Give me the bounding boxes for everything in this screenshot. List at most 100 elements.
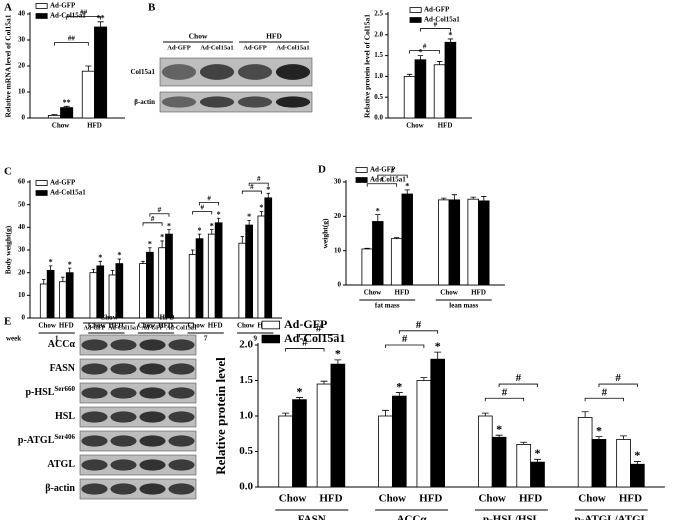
significance: * [198, 226, 202, 235]
bar [46, 269, 55, 319]
x-tick-label: HFD [619, 493, 642, 505]
error-bar [393, 237, 400, 239]
bar [316, 383, 332, 488]
bar [96, 265, 105, 319]
blot-row-text: ACCα [48, 339, 76, 350]
error-bar [633, 461, 641, 465]
y-axis-label: Relative mRNA level of Col15a1 [4, 14, 13, 117]
error-bar [470, 196, 476, 200]
group-label: ACCα [397, 514, 428, 520]
bar [391, 395, 407, 488]
blot-band [168, 411, 195, 423]
error-bar [67, 267, 72, 273]
y-tick-label: 0.0 [374, 114, 383, 122]
group-label: FASN [298, 514, 326, 520]
bracket-label: # [158, 206, 162, 214]
legend-label: Ad-Col15a1 [284, 331, 345, 345]
blot-band [139, 363, 166, 375]
y-axis-label: weight(g) [321, 218, 330, 248]
significance: * [266, 185, 270, 194]
error-bar [85, 65, 92, 72]
error-bar [91, 268, 96, 273]
blot-lane: Ad-GFP [142, 325, 164, 331]
bar [330, 363, 346, 488]
blot-band [139, 459, 166, 471]
x-tick-label: HFD [438, 122, 453, 130]
legend-label: Ad-GFP [284, 317, 327, 331]
legend-label: Ad-Col15a1 [50, 189, 86, 197]
bar [195, 238, 204, 319]
error-bar [481, 412, 489, 416]
bar [448, 199, 461, 286]
blot-lane: Ad-GFP [167, 44, 191, 51]
blot-band [139, 387, 166, 399]
panel-label: B [148, 2, 156, 14]
bar [238, 242, 247, 319]
legend-label: Ad-GFP [50, 179, 76, 187]
bracket-label: # [615, 372, 621, 384]
bracket-label: ## [80, 9, 88, 17]
y-tick-label: 1.0 [374, 72, 383, 80]
x-tick-label: HFD [419, 493, 442, 505]
bracket [192, 211, 213, 215]
blot-row-label: β-actin [45, 483, 75, 494]
bracket-label: # [416, 319, 422, 331]
blot-row-text: HSL [55, 411, 75, 422]
blot-band [81, 459, 108, 471]
error-bar [216, 217, 221, 223]
y-tick-label: 10 [18, 291, 26, 299]
significance: * [596, 423, 602, 437]
blot-band [81, 387, 108, 399]
bar [146, 251, 154, 319]
y-tick-label: 0 [22, 114, 26, 122]
bar [139, 263, 147, 319]
bar [89, 272, 98, 319]
legend-swatch [261, 334, 281, 344]
error-bar [375, 214, 381, 222]
x-tick-label: Chow [237, 322, 255, 330]
x-tick-label: Chow [379, 493, 407, 505]
bracket [409, 50, 440, 54]
blot-band [110, 339, 137, 351]
blot-row-sup: Ser660 [54, 385, 75, 393]
panel-label: D [318, 164, 326, 176]
bar [245, 224, 254, 319]
error-bar [210, 229, 214, 235]
bar [378, 415, 393, 488]
blot-row-text: ATGL [47, 459, 75, 470]
blot-band [161, 96, 197, 108]
blot-band [168, 435, 195, 447]
bracket-label: ## [68, 35, 76, 43]
blot-band [275, 96, 311, 108]
panel-label: E [4, 316, 11, 328]
error-bar [520, 441, 528, 445]
x-tick-label: Chow [578, 493, 606, 505]
bar [214, 222, 223, 319]
error-bar [42, 279, 46, 284]
bar [491, 436, 507, 488]
legend-swatch [35, 190, 48, 196]
error-bar [160, 240, 164, 248]
error-bar [481, 196, 487, 201]
y-tick-label: 10 [18, 88, 26, 96]
blot-band [199, 96, 235, 108]
bar [478, 200, 490, 286]
legend-label: Ad-GFP [370, 166, 396, 174]
blot-row-text: Col15a1 [131, 68, 156, 76]
blot-band [139, 411, 166, 423]
bar [361, 248, 373, 286]
y-tick-label: 0 [338, 281, 342, 289]
bar [477, 415, 493, 488]
blot-band [168, 363, 195, 375]
x-tick-label: HFD [519, 493, 542, 505]
bar [257, 215, 266, 319]
error-bar [620, 435, 627, 440]
error-bar [534, 458, 541, 463]
bracket-label: # [151, 215, 155, 223]
x-tick-label: HFD [109, 322, 124, 330]
bar [414, 59, 427, 119]
x-tick-label: HFD [87, 122, 102, 130]
blot-band [81, 339, 108, 351]
bar [438, 199, 450, 286]
error-bar [420, 377, 428, 381]
